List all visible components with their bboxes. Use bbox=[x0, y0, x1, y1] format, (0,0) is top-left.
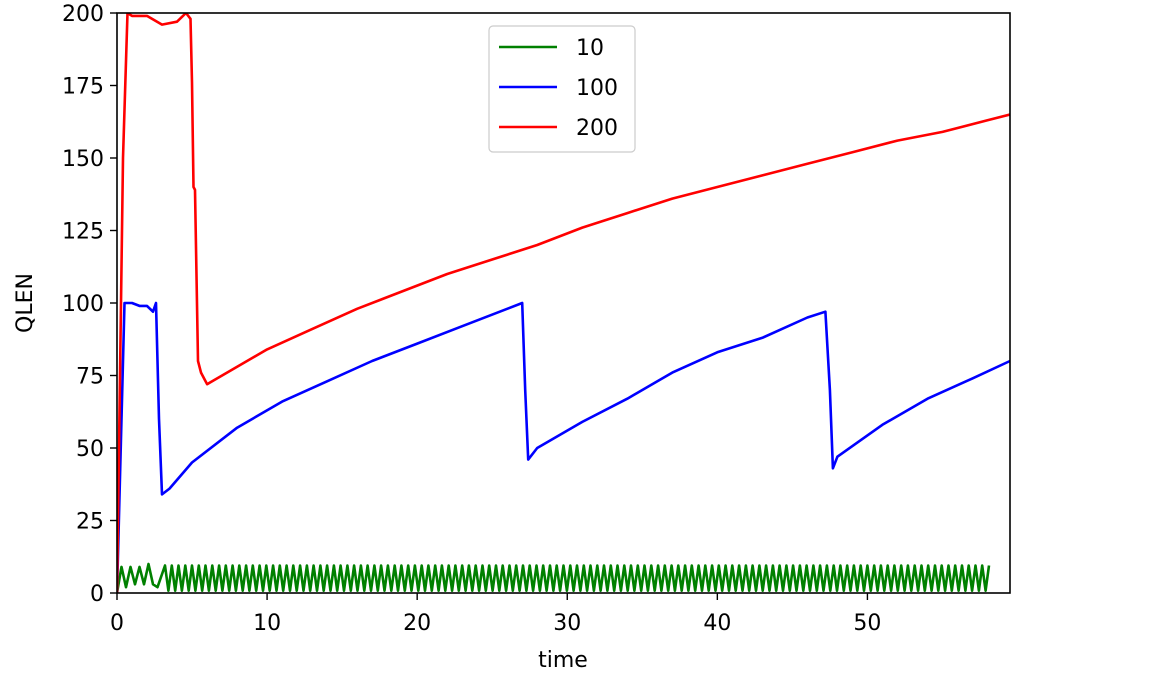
x-tick-label: 50 bbox=[853, 611, 881, 636]
y-tick-label: 150 bbox=[62, 147, 104, 172]
y-axis: 0 25 50 75 100 125 150 175 200 bbox=[62, 2, 117, 607]
x-axis: 0 10 20 30 40 50 bbox=[110, 593, 881, 636]
x-tick-label: 40 bbox=[703, 611, 731, 636]
x-axis-label: time bbox=[538, 648, 588, 673]
x-tick-label: 10 bbox=[253, 611, 281, 636]
legend-frame bbox=[488, 25, 636, 153]
x-tick-label: 20 bbox=[403, 611, 431, 636]
series-line-10 bbox=[117, 562, 991, 593]
legend-label-10: 10 bbox=[576, 36, 604, 61]
x-tick-label: 0 bbox=[110, 611, 124, 636]
series-layer bbox=[117, 13, 1010, 593]
series-line-100 bbox=[117, 301, 1010, 593]
legend-label-100: 100 bbox=[576, 76, 618, 101]
legend: 10 100 200 bbox=[488, 25, 636, 153]
y-tick-label: 200 bbox=[62, 2, 104, 27]
x-tick-label: 30 bbox=[553, 611, 581, 636]
y-tick-label: 75 bbox=[76, 365, 104, 390]
legend-label-200: 200 bbox=[576, 116, 618, 141]
y-axis-label: QLEN bbox=[13, 273, 38, 333]
y-tick-label: 125 bbox=[62, 220, 104, 245]
y-tick-label: 50 bbox=[76, 437, 104, 462]
y-tick-label: 100 bbox=[62, 292, 104, 317]
series-line-200 bbox=[117, 13, 1010, 593]
y-tick-label: 0 bbox=[90, 582, 104, 607]
y-tick-label: 175 bbox=[62, 75, 104, 100]
y-tick-label: 25 bbox=[76, 510, 104, 535]
